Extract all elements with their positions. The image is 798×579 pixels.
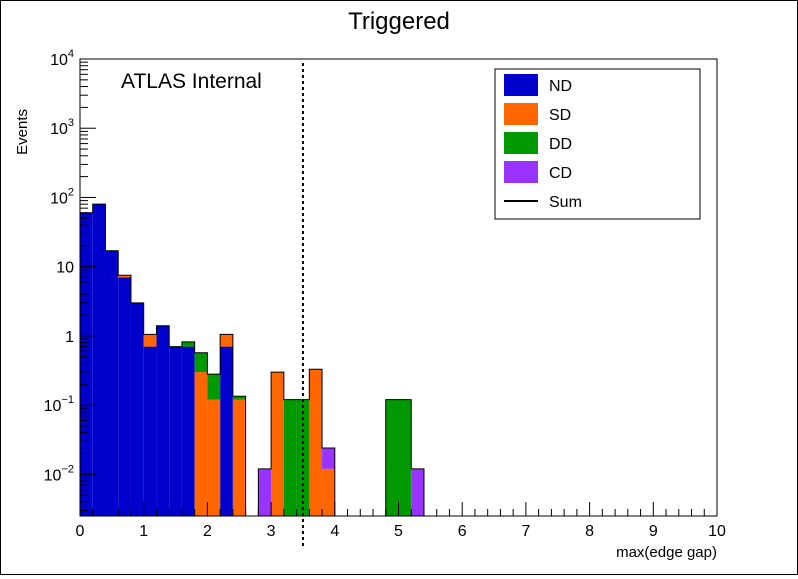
x-tick-label: 9 <box>649 523 658 540</box>
x-tick-label: 1 <box>139 523 148 540</box>
x-axis-label: max(edge gap) <box>616 544 717 561</box>
bar-sd <box>322 468 335 516</box>
bar-sd <box>194 372 208 516</box>
legend-swatch-sd <box>504 103 538 125</box>
bar-dd <box>283 399 297 516</box>
bar-cd <box>322 448 335 469</box>
bar-sd <box>118 275 131 278</box>
y-tick-label: 102 <box>50 186 74 207</box>
bar-dd <box>296 399 310 516</box>
bar-nd <box>220 346 233 516</box>
y-axis-label: Events <box>14 109 31 155</box>
x-tick-label: 4 <box>330 523 339 540</box>
x-tick-label: 7 <box>521 523 530 540</box>
x-tick-label: 10 <box>708 523 726 540</box>
legend-swatch-dd <box>504 132 538 154</box>
bar-nd <box>143 346 157 516</box>
legend-label-cd: CD <box>549 165 572 182</box>
bar-dd <box>181 341 195 347</box>
bar-sd <box>220 334 233 347</box>
bar-sd <box>309 369 323 516</box>
y-tick-label: 104 <box>50 48 74 69</box>
bar-cd <box>258 468 272 516</box>
legend-label-dd: DD <box>549 136 572 153</box>
bar-cd <box>411 468 424 516</box>
bar-dd <box>398 399 412 516</box>
bar-dd <box>207 374 221 400</box>
bar-sd <box>271 372 284 516</box>
y-tick-label: 103 <box>50 117 74 138</box>
bar-nd <box>181 346 195 516</box>
bar-sd <box>207 399 221 516</box>
x-tick-label: 8 <box>585 523 594 540</box>
x-tick-label: 0 <box>76 523 85 540</box>
legend-label-nd: ND <box>549 78 572 95</box>
bar-nd <box>92 204 106 516</box>
bar-nd <box>130 302 144 516</box>
x-tick-label: 3 <box>267 523 276 540</box>
legend-label-sd: SD <box>549 107 571 124</box>
chart-title: Triggered <box>348 8 450 35</box>
bar-nd <box>156 325 170 516</box>
legend-swatch-nd <box>504 74 538 96</box>
x-tick-label: 2 <box>203 523 212 540</box>
atlas-label: ATLAS Internal <box>121 70 262 93</box>
bar-nd <box>80 212 93 516</box>
bar-sd <box>232 399 246 516</box>
x-tick-label: 5 <box>394 523 403 540</box>
bar-nd <box>105 250 119 517</box>
bar-sd <box>143 334 157 347</box>
y-tick-label: 10−1 <box>44 394 74 415</box>
bar-nd <box>169 346 182 516</box>
x-tick-label: 6 <box>458 523 467 540</box>
legend: ND SD DD CD Sum <box>494 68 701 220</box>
bar-nd <box>118 277 131 516</box>
y-tick-label: 1 <box>65 329 74 346</box>
y-tick-label: 10 <box>56 260 74 277</box>
y-tick-label: 10−2 <box>44 463 74 484</box>
bar-dd <box>385 399 399 516</box>
legend-swatch-cd <box>504 161 538 183</box>
bar-dd <box>194 352 208 373</box>
bar-dd <box>232 396 246 400</box>
legend-label-sum: Sum <box>549 194 582 211</box>
